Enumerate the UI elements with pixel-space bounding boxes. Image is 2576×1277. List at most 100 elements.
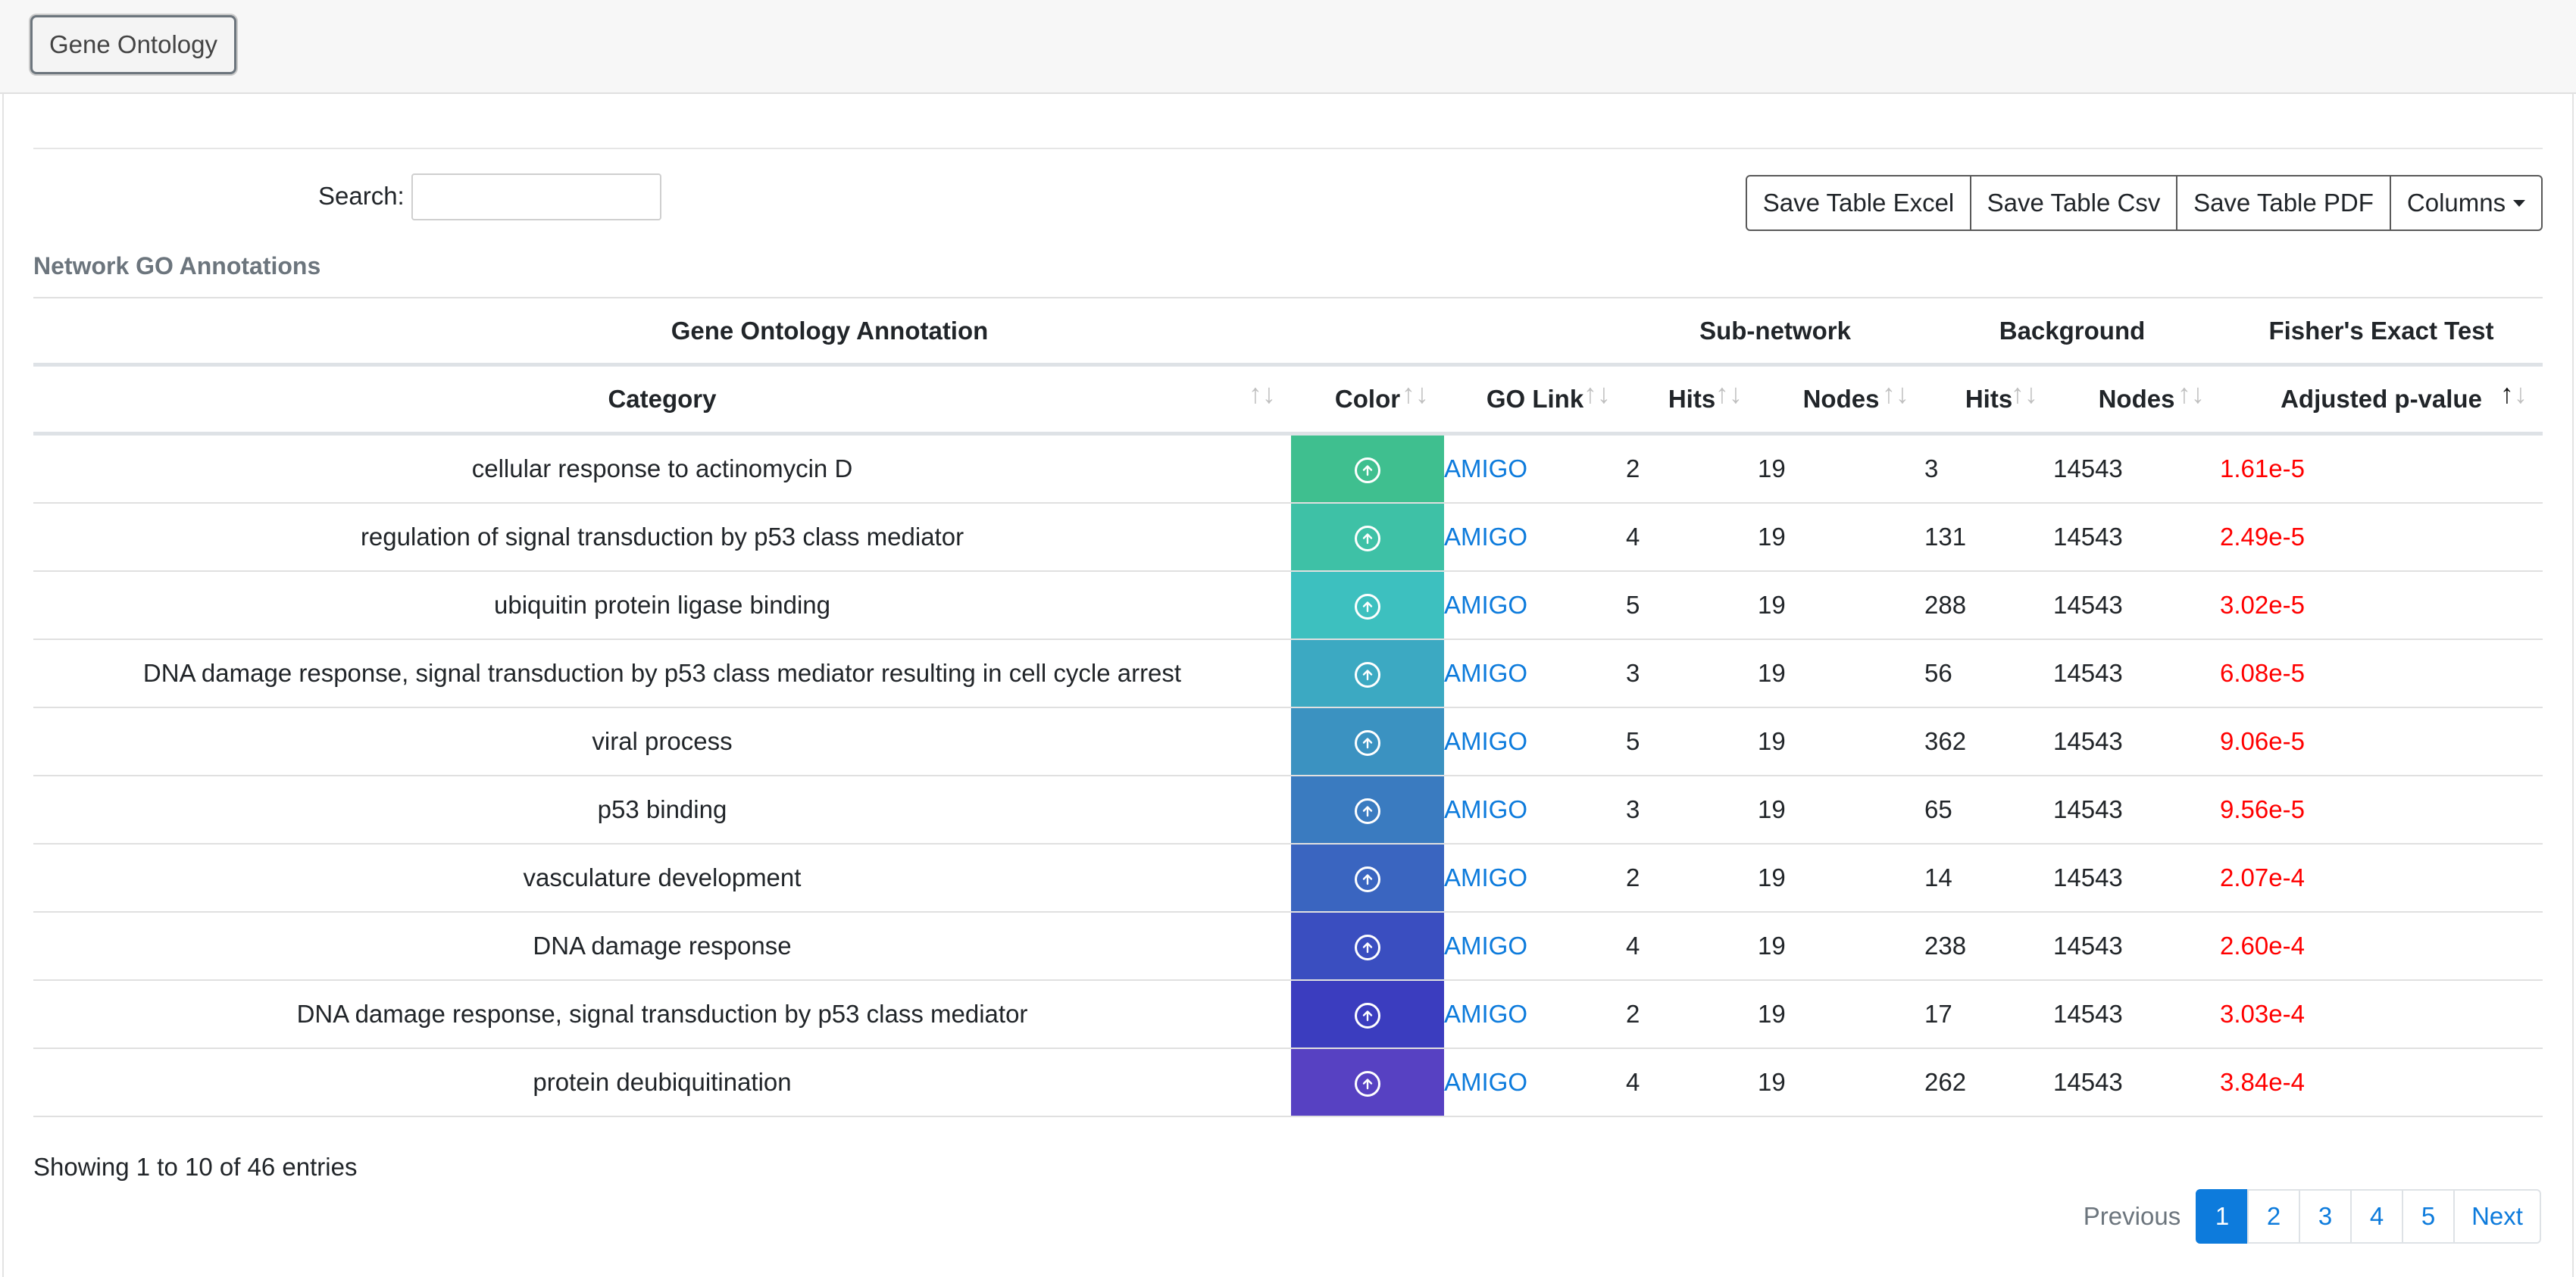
bg-nodes-cell: 14543 (2053, 707, 2221, 776)
sub-hits-cell: 2 (1626, 844, 1758, 913)
sort-icon[interactable]: ↑ ↓ (2500, 378, 2528, 409)
group-header-row: Gene Ontology Annotation Sub-network Bac… (33, 299, 2543, 367)
sort-icon[interactable]: ↑ ↓ (1402, 378, 1429, 409)
gene-ontology-button[interactable]: Gene Ontology (30, 15, 236, 74)
sub-nodes-cell: 19 (1758, 776, 1925, 845)
color-cell[interactable] (1291, 707, 1444, 776)
search-label: Search: (318, 182, 405, 210)
sort-icon[interactable]: ↑ ↓ (2177, 378, 2206, 409)
sort-icon[interactable]: ↑ ↓ (1715, 378, 1743, 409)
sub-hits-cell: 4 (1626, 503, 1758, 572)
arrow-up-circle-icon[interactable] (1355, 1003, 1380, 1029)
save-pdf-button[interactable]: Save Table PDF (2176, 175, 2391, 231)
top-bar: Gene Ontology (0, 0, 2576, 94)
col-bg-nodes-header[interactable]: Nodes ↑ ↓ (2053, 364, 2221, 436)
amigo-link[interactable]: AMIGO (1444, 659, 1528, 687)
color-cell[interactable] (1291, 844, 1444, 913)
column-header-label: Category (608, 385, 717, 413)
col-color-header[interactable]: Color ↑ ↓ (1291, 364, 1444, 436)
pvalue-cell: 2.60e-4 (2220, 912, 2543, 981)
column-header-label: GO Link (1486, 385, 1584, 413)
amigo-link[interactable]: AMIGO (1444, 1068, 1528, 1096)
bg-nodes-cell: 14543 (2053, 433, 2221, 504)
go-annotations-table: Gene Ontology Annotation Sub-network Bac… (33, 299, 2543, 1117)
bg-hits-cell: 14 (1924, 844, 2054, 913)
col-category-header[interactable]: Category ↑ ↓ (33, 364, 1291, 436)
pvalue-cell: 9.06e-5 (2220, 707, 2543, 776)
color-cell[interactable] (1291, 503, 1444, 572)
arrow-up-circle-icon[interactable] (1355, 866, 1380, 893)
sub-nodes-cell: 19 (1758, 639, 1925, 708)
arrow-up-circle-icon[interactable] (1355, 594, 1380, 620)
sub-hits-cell: 2 (1626, 980, 1758, 1049)
bg-hits-cell: 3 (1924, 433, 2054, 504)
color-cell[interactable] (1291, 571, 1444, 640)
sub-nodes-cell: 19 (1758, 707, 1925, 776)
bg-nodes-cell: 14543 (2053, 503, 2221, 572)
color-cell[interactable] (1291, 1048, 1444, 1117)
color-cell[interactable] (1291, 433, 1444, 504)
amigo-link[interactable]: AMIGO (1444, 523, 1528, 551)
page-5-button[interactable]: 5 (2402, 1189, 2455, 1244)
amigo-link[interactable]: AMIGO (1444, 1000, 1528, 1028)
table-row: viral process AMIGO 5 19 362 14543 9.06e-5 (33, 707, 2543, 776)
arrow-up-circle-icon[interactable] (1355, 526, 1380, 552)
arrow-up-circle-icon[interactable] (1355, 662, 1380, 688)
amigo-link[interactable]: AMIGO (1444, 591, 1528, 619)
amigo-link[interactable]: AMIGO (1444, 454, 1528, 482)
column-header-label: Hits (1965, 385, 2013, 413)
page-2-button[interactable]: 2 (2247, 1189, 2300, 1244)
category-cell: DNA damage response, signal transduction… (33, 639, 1291, 708)
caret-down-icon (2513, 199, 2526, 207)
amigo-link[interactable]: AMIGO (1444, 863, 1528, 891)
save-excel-button[interactable]: Save Table Excel (1746, 175, 1971, 231)
sub-hits-cell: 4 (1626, 1048, 1758, 1117)
sub-nodes-cell: 19 (1758, 433, 1925, 504)
color-cell[interactable] (1291, 980, 1444, 1049)
page-3-button[interactable]: 3 (2299, 1189, 2352, 1244)
category-cell: protein deubiquitination (33, 1048, 1291, 1117)
table-row: DNA damage response, signal transduction… (33, 639, 2543, 708)
arrow-up-circle-icon[interactable] (1355, 798, 1380, 825)
arrow-up-circle-icon[interactable] (1355, 935, 1380, 961)
arrow-up-circle-icon[interactable] (1355, 1071, 1380, 1097)
arrow-up-circle-icon[interactable] (1355, 457, 1380, 484)
table-row: cellular response to actinomycin D AMIGO 2… (33, 433, 2543, 504)
bg-nodes-cell: 14543 (2053, 776, 2221, 845)
table-row: DNA damage response, signal transduction… (33, 980, 2543, 1049)
column-header-row: Category ↑ ↓ Color ↑ ↓ GO Link ↑ ↓ Hits ↑ ↓ Nodes ↑ ↓ H… (33, 364, 2543, 436)
bg-nodes-cell: 14543 (2053, 1048, 2221, 1117)
color-cell[interactable] (1291, 639, 1444, 708)
column-header-label: Nodes (1802, 385, 1880, 413)
col-adjusted-pvalue-header[interactable]: Adjusted p-value ↑ ↓ (2220, 364, 2543, 436)
color-cell[interactable] (1291, 776, 1444, 845)
col-go-link-header[interactable]: GO Link ↑ ↓ (1444, 364, 1627, 436)
sort-icon[interactable]: ↑ ↓ (1249, 378, 1276, 409)
columns-dropdown-button[interactable]: Columns (2390, 175, 2543, 231)
col-sub-nodes-header[interactable]: Nodes ↑ ↓ (1758, 364, 1925, 436)
table-row: regulation of signal transduction by p53… (33, 503, 2543, 572)
go-link-cell: AMIGO (1444, 912, 1627, 981)
previous-page-button[interactable]: Previous (2083, 1202, 2181, 1230)
amigo-link[interactable]: AMIGO (1444, 932, 1528, 960)
divider (33, 148, 2543, 149)
bg-nodes-cell: 14543 (2053, 912, 2221, 981)
sort-icon[interactable]: ↑ ↓ (2011, 378, 2039, 409)
col-sub-hits-header[interactable]: Hits ↑ ↓ (1626, 364, 1758, 436)
arrow-up-circle-icon[interactable] (1355, 730, 1380, 757)
save-csv-button[interactable]: Save Table Csv (1970, 175, 2177, 231)
group-header-background: Background (1924, 299, 2221, 367)
page-1-button[interactable]: 1 (2196, 1189, 2249, 1244)
col-bg-hits-header[interactable]: Hits ↑ ↓ (1924, 364, 2054, 436)
amigo-link[interactable]: AMIGO (1444, 795, 1528, 823)
pagination: Previous 1 2 3 4 5 Next (2067, 1189, 2541, 1244)
color-cell[interactable] (1291, 912, 1444, 981)
sort-icon[interactable]: ↑ ↓ (1882, 378, 1910, 409)
sort-icon[interactable]: ↑ ↓ (1583, 378, 1612, 409)
table-body: cellular response to actinomycin D AMIGO 2… (33, 433, 2543, 1117)
next-page-button[interactable]: Next (2453, 1189, 2541, 1244)
bg-hits-cell: 362 (1924, 707, 2054, 776)
amigo-link[interactable]: AMIGO (1444, 727, 1528, 755)
page-4-button[interactable]: 4 (2350, 1189, 2403, 1244)
search-input[interactable] (411, 173, 661, 220)
